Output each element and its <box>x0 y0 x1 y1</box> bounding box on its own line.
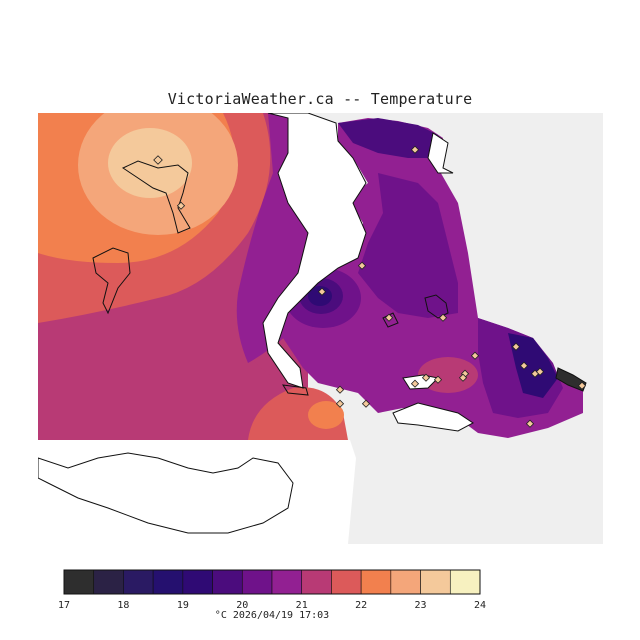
legend-swatch <box>241 569 273 595</box>
station-marker <box>410 145 420 154</box>
station-marker <box>176 201 186 210</box>
station-marker <box>335 399 345 408</box>
legend-swatch <box>301 569 332 595</box>
legend-swatch <box>331 569 362 595</box>
fraser-river-outline <box>392 402 474 432</box>
station-marker <box>519 361 529 370</box>
station-marker <box>153 155 163 165</box>
legend-swatch <box>63 569 95 595</box>
island-outline <box>282 384 309 396</box>
legend-swatch <box>420 569 451 595</box>
station-marker <box>433 375 443 384</box>
station-marker <box>357 261 367 270</box>
station-marker <box>361 399 371 408</box>
legend-timestamp: 2026/04/19 17:03 <box>232 610 330 621</box>
legend-swatch <box>152 569 184 595</box>
temperature-field-west <box>38 113 348 440</box>
legend-swatch <box>182 569 213 595</box>
weather-stations[interactable] <box>153 145 587 428</box>
station-marker <box>470 351 480 360</box>
legend-frame <box>63 569 481 595</box>
lake-outline <box>424 294 449 319</box>
water-inlet-north <box>427 132 454 174</box>
strait-water <box>262 113 367 389</box>
island-outline <box>92 247 131 315</box>
legend-swatch <box>390 569 421 595</box>
temperature-map[interactable] <box>38 113 603 544</box>
legend-unit: °C <box>214 610 227 621</box>
map-title: VictoriaWeather.ca -- Temperature <box>167 90 473 108</box>
station-marker <box>535 367 545 376</box>
legend-swatch <box>271 569 303 595</box>
station-marker <box>317 287 327 296</box>
coastline-south <box>38 452 294 534</box>
legend-swatches <box>63 569 481 595</box>
legend-footer: °C 2026/04/19 17:03 <box>0 610 544 621</box>
station-marker <box>525 419 535 428</box>
station-marker <box>438 313 448 322</box>
legend-swatch <box>123 569 154 595</box>
temperature-map-svg <box>38 113 603 544</box>
station-marker <box>511 342 521 351</box>
legend-swatch <box>360 569 392 595</box>
station-marker <box>421 373 431 382</box>
island-outline <box>121 160 191 234</box>
legend-swatch <box>93 569 124 595</box>
station-marker <box>335 385 345 394</box>
station-marker <box>410 379 420 388</box>
station-marker <box>384 313 394 322</box>
legend-swatch <box>212 569 243 595</box>
legend-swatch <box>449 569 481 595</box>
station-marker <box>458 373 468 382</box>
station-marker <box>577 381 587 390</box>
